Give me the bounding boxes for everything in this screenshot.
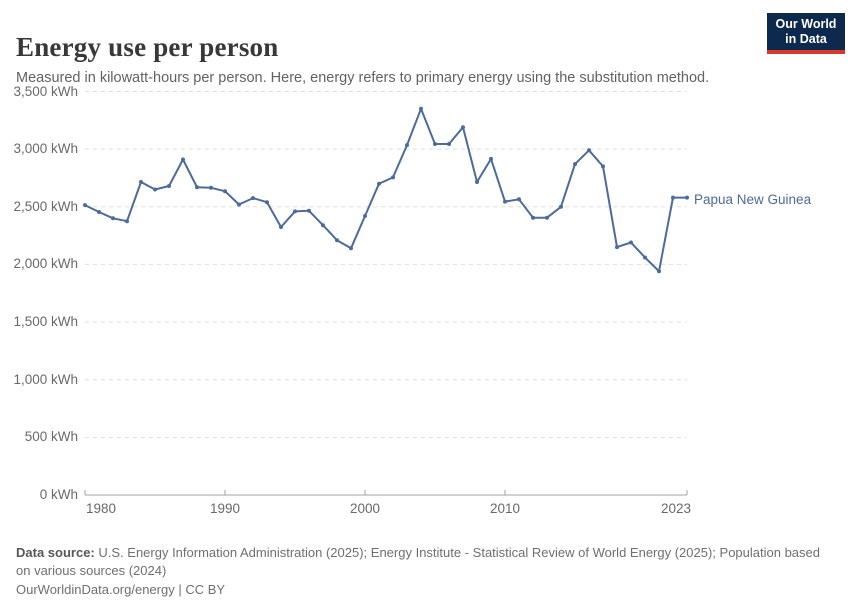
data-point-marker	[615, 245, 619, 250]
owid-logo-accent-bar	[767, 49, 845, 54]
y-axis-tick-label: 1,500 kWh	[13, 314, 78, 330]
data-point-marker	[643, 255, 647, 260]
data-point-marker	[111, 216, 115, 221]
data-point-marker	[363, 214, 367, 218]
data-point-marker	[559, 204, 563, 209]
y-axis-tick-label: 1,000 kWh	[13, 371, 78, 387]
footer-separator: |	[174, 582, 186, 597]
page-title: Energy use per person	[16, 32, 279, 63]
data-point-marker	[587, 148, 591, 153]
x-axis-tick-label: 1990	[209, 501, 241, 516]
y-axis-tick-label: 3,500 kWh	[13, 83, 78, 99]
x-axis-tick-label: 1980	[85, 501, 117, 516]
data-point-marker	[405, 143, 409, 148]
data-point-marker	[181, 157, 185, 162]
data-point-marker	[265, 200, 269, 205]
data-point-marker	[461, 125, 465, 130]
data-point-marker	[139, 180, 143, 184]
chart-subtitle: Measured in kilowatt-hours per person. H…	[16, 69, 710, 86]
line-series	[84, 107, 688, 273]
data-point-marker	[125, 219, 129, 224]
data-point-marker	[391, 175, 395, 180]
data-source-label: Data source:	[16, 545, 95, 560]
owid-energy-link[interactable]: OurWorldinData.org/energy	[16, 582, 175, 597]
data-point-marker	[293, 209, 297, 214]
data-point-marker	[573, 162, 577, 167]
data-point-marker	[419, 106, 423, 111]
data-point-marker	[167, 184, 171, 188]
data-point-marker	[153, 187, 157, 192]
data-point-marker	[489, 156, 493, 161]
data-point-marker	[83, 203, 87, 208]
data-point-marker	[377, 181, 381, 186]
data-point-marker	[349, 246, 353, 251]
x-axis-tick-label: 2000	[349, 501, 381, 516]
data-point-marker	[433, 142, 437, 146]
data-point-marker	[671, 195, 675, 200]
data-point-marker	[223, 189, 227, 194]
data-point-marker	[251, 196, 255, 201]
data-point-marker	[321, 223, 325, 228]
data-point-marker	[545, 215, 549, 220]
owid-logo[interactable]: Our World in Data	[767, 13, 845, 54]
data-point-marker	[685, 195, 689, 200]
data-point-marker	[195, 185, 199, 190]
data-point-marker	[503, 199, 507, 204]
x-axis-tick-label: 2010	[489, 501, 521, 516]
x-axis-tick-label: 2023	[660, 501, 692, 516]
data-point-marker	[237, 202, 241, 207]
y-axis-tick-label: 0 kWh	[39, 487, 78, 502]
cc-by-label[interactable]: CC BY	[185, 582, 226, 597]
data-point-marker	[475, 180, 479, 184]
y-axis-tick-label: 3,000 kWh	[13, 141, 78, 157]
data-point-marker	[531, 215, 535, 220]
series-label-papua-new-guinea[interactable]: Papua New Guinea	[694, 192, 812, 207]
data-point-marker	[517, 197, 521, 202]
data-point-marker	[209, 185, 213, 190]
footer-license-line: OurWorldinData.org/energy | CC BY	[16, 582, 225, 597]
data-point-marker	[97, 210, 101, 214]
data-source-note: Data source: U.S. Energy Information Adm…	[16, 544, 838, 580]
data-point-marker	[447, 142, 451, 146]
data-point-marker	[601, 164, 605, 169]
data-source-text: U.S. Energy Information Administration (…	[16, 545, 820, 578]
data-point-marker	[279, 225, 283, 229]
y-axis-tick-label: 500 kWh	[24, 429, 78, 445]
y-axis-tick-label: 2,000 kWh	[13, 256, 78, 272]
data-point-marker	[629, 240, 633, 245]
y-axis-tick-label: 2,500 kWh	[13, 198, 78, 214]
owid-logo-text: Our World in Data	[767, 13, 845, 50]
data-point-marker	[657, 269, 661, 274]
data-point-marker	[335, 238, 339, 243]
data-point-marker	[307, 208, 311, 213]
